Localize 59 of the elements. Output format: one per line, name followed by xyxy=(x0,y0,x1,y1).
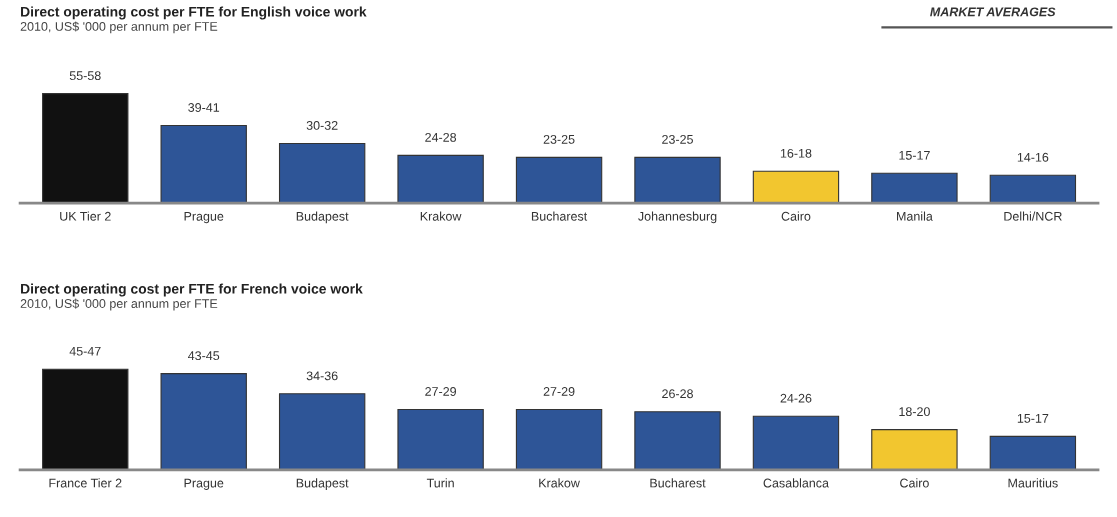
bar xyxy=(871,429,958,470)
chart-subtitle: 2010, US$ '000 per annum per FTE xyxy=(20,298,218,311)
data-label: 26-28 xyxy=(662,389,693,399)
data-label: 24-28 xyxy=(425,132,457,142)
bar xyxy=(752,415,840,470)
data-label: 14-16 xyxy=(1017,152,1049,162)
x-tick-label: Budapest xyxy=(296,478,349,490)
data-label: 24-26 xyxy=(780,393,812,403)
x-tick-label: Prague xyxy=(184,211,224,224)
x-tick-label: Krakow xyxy=(539,478,580,488)
chart-title: Direct operating cost per FTE for English voice work xyxy=(21,6,367,20)
bar xyxy=(989,174,1077,204)
x-tick-label: UK Tier 2 xyxy=(60,211,111,221)
bar xyxy=(160,373,247,470)
x-tick-label: Prague xyxy=(184,478,224,490)
x-tick-label: Cairo xyxy=(781,211,811,221)
x-tick-label: Budapest xyxy=(296,211,349,224)
bar xyxy=(871,172,958,204)
data-label: 55-58 xyxy=(69,71,101,81)
data-label: 45-47 xyxy=(69,346,101,356)
x-tick-label: Mauritius xyxy=(1008,478,1058,488)
bar xyxy=(752,170,840,204)
data-label: 18-20 xyxy=(899,407,930,417)
x-tick-label: Krakow xyxy=(420,211,462,221)
chart-title: Direct operating cost per FTE for French voice work xyxy=(21,283,363,297)
x-tick-label: Johannesburg xyxy=(638,211,717,224)
chart-subtitle: 2010, US$ '000 per annum per FTE xyxy=(20,21,218,34)
bar xyxy=(515,408,603,470)
bar xyxy=(515,156,603,204)
text: MARKET AVERAGES xyxy=(930,7,1056,17)
bar xyxy=(160,124,247,204)
x-tick-label: Casablanca xyxy=(763,478,829,488)
x-tick-label: Delhi/NCR xyxy=(1004,211,1062,221)
x-tick-label: Manila xyxy=(897,211,933,221)
data-label: 23-25 xyxy=(543,134,575,144)
data-label: 23-25 xyxy=(662,134,693,144)
bar xyxy=(278,142,366,204)
bar xyxy=(42,93,129,204)
data-label: 15-17 xyxy=(899,151,930,160)
x-tick-label: Turin xyxy=(426,478,454,488)
data-label: 27-29 xyxy=(543,387,575,396)
x-tick-label: France Tier 2 xyxy=(49,478,122,488)
data-label: 43-45 xyxy=(188,351,220,361)
x-tick-label: Cairo xyxy=(900,478,929,488)
data-label: 30-32 xyxy=(306,121,338,130)
bar xyxy=(634,156,721,204)
data-label: 34-36 xyxy=(306,371,338,381)
bar xyxy=(634,411,721,470)
x-tick-label: Bucharest xyxy=(531,211,588,221)
bar xyxy=(42,368,129,470)
data-label: 27-29 xyxy=(425,387,456,396)
bar xyxy=(989,435,1077,470)
data-label: 15-17 xyxy=(1017,414,1049,423)
data-label: 39-41 xyxy=(188,103,220,112)
bar xyxy=(397,408,484,470)
bar xyxy=(397,154,484,204)
data-label: 16-18 xyxy=(780,148,812,158)
bar xyxy=(278,393,366,470)
x-tick-label: Bucharest xyxy=(650,478,706,488)
